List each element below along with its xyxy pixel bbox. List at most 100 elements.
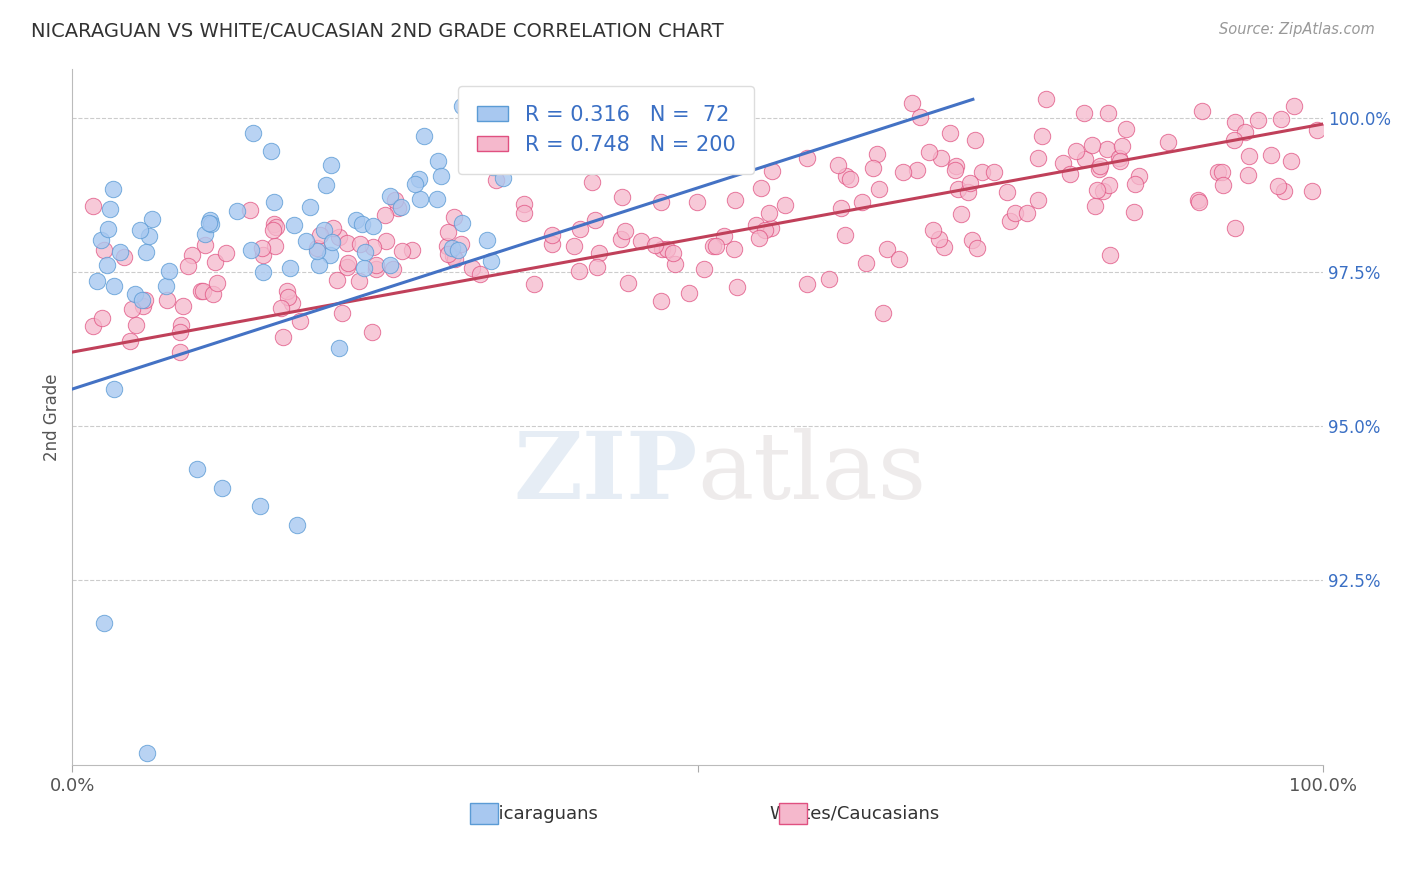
Point [198, 216, 221, 230]
FancyBboxPatch shape [779, 804, 807, 824]
Point [136, 746, 159, 760]
Point [1237, 149, 1260, 163]
Point [135, 244, 157, 259]
Point [426, 192, 449, 206]
Point [655, 242, 678, 256]
Point [430, 169, 453, 184]
Point [125, 318, 148, 332]
Point [970, 165, 993, 179]
Point [588, 245, 610, 260]
Point [1099, 248, 1122, 262]
Point [929, 151, 952, 165]
Point [482, 160, 505, 174]
Point [713, 115, 735, 129]
Point [277, 290, 299, 304]
Point [103, 382, 125, 396]
Point [157, 263, 180, 277]
Point [404, 177, 426, 191]
Point [281, 295, 304, 310]
Point [427, 154, 450, 169]
Point [959, 177, 981, 191]
Point [1084, 199, 1107, 213]
Point [475, 233, 498, 247]
Point [276, 284, 298, 298]
Point [1064, 144, 1087, 158]
Point [347, 274, 370, 288]
Point [650, 294, 672, 309]
Point [352, 218, 374, 232]
Point [321, 235, 343, 250]
Point [190, 284, 212, 298]
Point [830, 201, 852, 215]
Point [118, 334, 141, 349]
Point [564, 239, 586, 253]
Point [905, 163, 928, 178]
Point [1073, 106, 1095, 120]
Point [586, 260, 609, 275]
Point [169, 345, 191, 359]
Point [264, 239, 287, 253]
Point [650, 194, 672, 209]
Point [513, 206, 536, 220]
Point [758, 206, 780, 220]
Point [868, 181, 890, 195]
Point [704, 239, 727, 253]
Point [745, 218, 768, 232]
Point [609, 232, 631, 246]
Point [1279, 153, 1302, 168]
Point [796, 277, 818, 291]
Point [264, 220, 287, 235]
Point [1004, 206, 1026, 220]
Point [361, 240, 384, 254]
Point [1108, 151, 1130, 165]
Point [283, 218, 305, 232]
Point [108, 245, 131, 260]
Point [583, 213, 606, 227]
Point [748, 231, 770, 245]
Text: atlas: atlas [697, 427, 927, 517]
Point [382, 261, 405, 276]
Point [956, 185, 979, 199]
Point [1157, 136, 1180, 150]
Point [1223, 220, 1246, 235]
Point [1301, 185, 1323, 199]
Point [443, 210, 465, 224]
Point [568, 222, 591, 236]
Point [484, 173, 506, 187]
Point [242, 126, 264, 140]
Point [479, 254, 502, 268]
Point [330, 305, 353, 319]
Point [290, 314, 312, 328]
Point [1212, 178, 1234, 193]
Point [91, 310, 114, 325]
Point [305, 244, 328, 258]
Point [945, 159, 967, 173]
Point [1270, 112, 1292, 126]
Point [686, 194, 709, 209]
Point [287, 517, 309, 532]
Point [932, 240, 955, 254]
Point [1128, 169, 1150, 183]
Point [872, 305, 894, 319]
Text: Source: ZipAtlas.com: Source: ZipAtlas.com [1219, 22, 1375, 37]
Point [1092, 185, 1115, 199]
Point [315, 178, 337, 193]
Point [451, 216, 474, 230]
Point [191, 285, 214, 299]
Point [170, 318, 193, 332]
Point [401, 243, 423, 257]
Point [761, 164, 783, 178]
Point [180, 248, 202, 262]
Text: Whites/Caucasians: Whites/Caucasians [769, 805, 939, 822]
Point [1074, 152, 1097, 166]
Point [86, 274, 108, 288]
Point [321, 158, 343, 172]
Point [82, 319, 104, 334]
Point [922, 223, 945, 237]
Point [380, 258, 402, 272]
Point [1095, 142, 1118, 156]
Point [198, 213, 221, 227]
Point [169, 325, 191, 339]
Point [436, 225, 458, 239]
Point [131, 300, 153, 314]
